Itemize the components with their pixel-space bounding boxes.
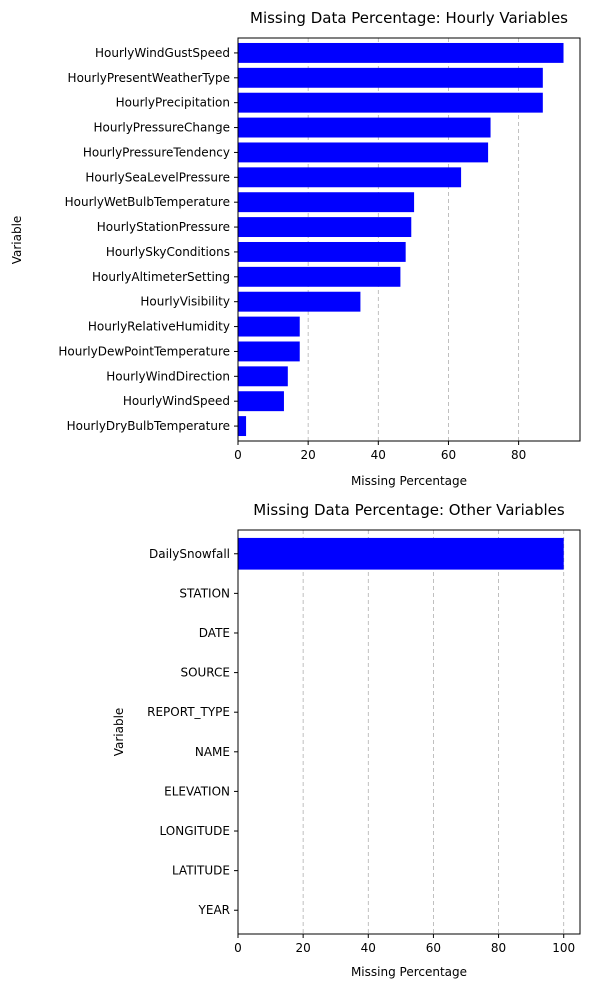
y-tick-label: HourlyWindDirection: [106, 369, 230, 383]
bar-hourlywetbulbtemperature: [238, 192, 415, 213]
x-axis-label: Missing Percentage: [351, 965, 467, 979]
x-tick-label: 20: [296, 941, 311, 955]
y-tick-label: HourlySkyConditions: [106, 245, 230, 259]
y-tick-label: DailySnowfall: [149, 547, 230, 561]
y-axis-label: Variable: [112, 708, 126, 757]
bar-hourlyaltimetersetting: [238, 266, 401, 287]
y-tick-label: HourlyPresentWeatherType: [68, 71, 230, 85]
bar-hourlywindspeed: [238, 391, 284, 412]
bar-hourlywinddirection: [238, 366, 288, 387]
y-tick-label: SOURCE: [180, 666, 230, 680]
y-tick-label: HourlyDewPointTemperature: [58, 344, 230, 358]
chart-title: Missing Data Percentage: Other Variables: [253, 501, 565, 519]
x-tick-label: 20: [301, 448, 316, 462]
y-tick-label: LONGITUDE: [160, 824, 230, 838]
bar-hourlystationpressure: [238, 217, 412, 238]
y-tick-label: HourlyPressureTendency: [83, 145, 230, 159]
y-tick-label: HourlyVisibility: [140, 295, 230, 309]
y-tick-label: ELEVATION: [164, 784, 230, 798]
x-tick-label: 40: [361, 941, 376, 955]
y-tick-label: LATITUDE: [172, 864, 230, 878]
bar-hourlydewpointtemperature: [238, 341, 300, 362]
x-tick-label: 0: [234, 941, 242, 955]
chart-hourly-variables: Missing Data Percentage: Hourly Variable…: [10, 9, 581, 488]
bar-hourlypresentweathertype: [238, 67, 543, 88]
y-tick-label: HourlyWindGustSpeed: [95, 46, 230, 60]
y-tick-label: NAME: [195, 745, 230, 759]
y-axis-label: Variable: [10, 216, 24, 265]
x-tick-label: 60: [441, 448, 456, 462]
y-tick-label: HourlyWetBulbTemperature: [65, 195, 230, 209]
x-tick-label: 40: [371, 448, 386, 462]
chart-other-variables: Missing Data Percentage: Other Variables…: [112, 501, 581, 979]
y-tick-label: HourlySeaLevelPressure: [85, 170, 230, 184]
plot-frame: [237, 37, 581, 442]
y-tick-label: STATION: [179, 586, 230, 600]
bar-hourlypressurechange: [238, 117, 491, 138]
chart-title: Missing Data Percentage: Hourly Variable…: [250, 9, 568, 27]
y-tick-label: HourlyAltimeterSetting: [92, 270, 230, 284]
x-tick-label: 0: [234, 448, 242, 462]
bar-hourlydrybulbtemperature: [238, 416, 247, 437]
y-tick-label: HourlyWindSpeed: [123, 394, 230, 408]
bar-hourlysealevelpressure: [238, 167, 462, 188]
x-axis-label: Missing Percentage: [351, 474, 467, 488]
x-tick-label: 80: [491, 941, 506, 955]
bar-hourlypressuretendency: [238, 142, 489, 163]
x-tick-label: 60: [426, 941, 441, 955]
x-tick-label: 100: [552, 941, 575, 955]
y-tick-label: HourlyStationPressure: [97, 220, 230, 234]
y-tick-label: REPORT_TYPE: [147, 705, 230, 719]
bar-hourlyvisibility: [238, 291, 361, 312]
bar-hourlyskyconditions: [238, 241, 406, 262]
y-tick-label: HourlyRelativeHumidity: [88, 320, 230, 334]
y-tick-label: HourlyPrecipitation: [116, 96, 230, 110]
bar-hourlyprecipitation: [238, 92, 543, 113]
y-tick-label: HourlyDryBulbTemperature: [67, 419, 230, 433]
plot-frame: [237, 529, 581, 935]
bar-dailysnowfall: [238, 537, 564, 570]
x-tick-label: 80: [511, 448, 526, 462]
y-tick-label: DATE: [199, 626, 230, 640]
bar-hourlyrelativehumidity: [238, 316, 300, 337]
bar-hourlywindgustspeed: [238, 42, 564, 63]
y-tick-label: HourlyPressureChange: [93, 121, 230, 135]
y-tick-label: YEAR: [198, 903, 230, 917]
